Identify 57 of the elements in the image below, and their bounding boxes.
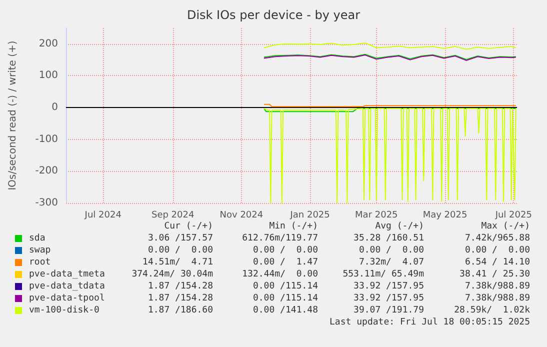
y-tick-label: -200 — [35, 166, 58, 177]
text: 35.28 /160.51 — [354, 234, 424, 244]
text: 0.00 /115.14 — [252, 282, 318, 292]
line-series — [263, 108, 516, 204]
text: 0.00 / 0.00 — [148, 246, 213, 256]
x-tick-label: May 2025 — [422, 210, 468, 220]
text: Avg (-/+) — [375, 222, 424, 232]
text: 0.00 / 0.00 — [464, 246, 530, 256]
line-series — [263, 42, 516, 50]
x-tick-label: Jul 2024 — [84, 210, 122, 220]
text: 3.06 /157.57 — [148, 234, 213, 244]
x-tick-label: Jan 2025 — [289, 210, 330, 220]
text: 553.11m/ 65.49m — [342, 270, 424, 280]
y-axis-title: IOs/second read (-) / write (+) — [8, 40, 18, 190]
legend-label: sda — [29, 234, 46, 244]
text: 1.87 /186.60 — [148, 306, 213, 316]
x-tick-label: Jul 2025 — [494, 210, 532, 220]
text: 0.00 / 0.00 — [358, 246, 424, 256]
text: 7.38k/988.89 — [464, 294, 530, 304]
text: Last update: Fri Jul 18 00:05:15 2025 — [330, 318, 530, 328]
text: 38.41 / 25.30 — [460, 270, 530, 280]
text: 612.76m/119.77 — [242, 234, 318, 244]
y-tick-label: 200 — [38, 38, 58, 50]
y-tick-label: -300 — [35, 198, 58, 208]
x-tick-label: Mar 2025 — [355, 210, 398, 220]
legend-label: root — [29, 258, 51, 268]
text: Min (-/+) — [269, 222, 318, 232]
legend-label: pve-data_tmeta — [29, 270, 105, 280]
x-tick-label: Sep 2024 — [151, 210, 194, 220]
text: Max (-/+) — [481, 222, 530, 232]
text: 0.00 /115.14 — [252, 294, 318, 304]
y-tick-label: 100 — [38, 70, 58, 82]
text: 39.07 /191.79 — [354, 306, 424, 316]
text: 132.44m/ 0.00 — [242, 270, 318, 280]
y-tick-label: -100 — [35, 134, 58, 145]
text: 6.54 / 14.10 — [464, 258, 530, 268]
legend-label: pve-data_tdata — [29, 282, 105, 292]
text: 0.00 /141.48 — [252, 306, 318, 316]
text: 0.00 / 1.47 — [252, 258, 318, 268]
text: 28.59k/ 1.02k — [454, 306, 531, 316]
text: 7.32m/ 4.07 — [358, 258, 424, 268]
text: 14.51m/ 4.71 — [142, 258, 213, 268]
text: 1.87 /154.28 — [148, 282, 213, 292]
text: 7.38k/988.89 — [464, 282, 530, 292]
text: 0.00 / 0.00 — [252, 246, 318, 256]
text: 33.92 /157.95 — [354, 294, 424, 304]
text: Cur (-/+) — [164, 222, 213, 232]
legend-label: pve-data-tpool — [29, 294, 105, 304]
y-tick-label: 0 — [52, 102, 58, 114]
legend-label: vm-100-disk-0 — [29, 306, 100, 316]
text: 7.42k/965.88 — [464, 234, 530, 244]
text: 1.87 /154.28 — [148, 294, 213, 304]
chart-title: Disk IOs per device - by year — [186, 8, 360, 22]
text: 374.24m/ 30.04m — [132, 270, 213, 280]
text: 33.92 /157.95 — [354, 282, 424, 292]
x-tick-label: Nov 2024 — [220, 210, 264, 220]
legend-label: swap — [29, 246, 51, 256]
